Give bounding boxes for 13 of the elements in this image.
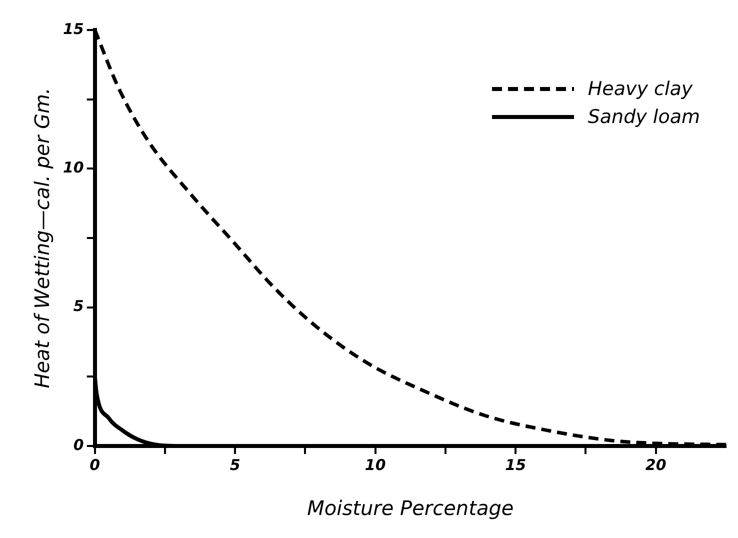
y-axis-title: Heat of Wetting—cal. per Gm.: [30, 88, 54, 388]
y-tick-label: 5: [73, 297, 84, 316]
x-tick-label: 0: [90, 456, 100, 474]
x-tick-label: 5: [230, 456, 240, 474]
legend-label: Heavy clay: [588, 78, 693, 100]
x-tick-label: 10: [364, 456, 386, 474]
x-tick-label: 20: [645, 456, 666, 474]
y-tick-label: 10: [63, 158, 84, 177]
legend-label: Sandy loam: [588, 106, 700, 128]
y-tick-label: 0: [73, 436, 84, 454]
x-axis-title: Moisture Percentage: [307, 496, 514, 520]
y-tick-label: 15: [63, 20, 84, 38]
x-tick-label: 15: [505, 456, 526, 474]
